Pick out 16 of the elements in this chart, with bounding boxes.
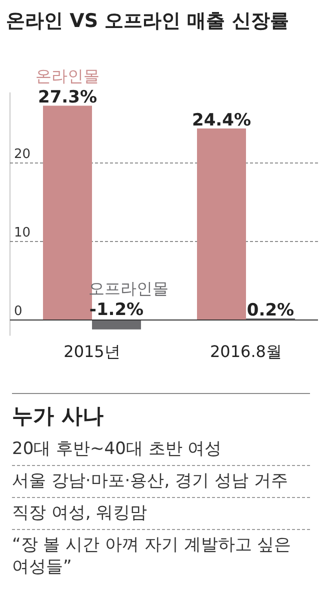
x-tick-label: 2015년 — [64, 342, 120, 361]
text: 직장 여성, 워킹맘 — [12, 498, 310, 530]
text: “장 볼 시간 아껴 자기 계발하고 싶은 여성들” — [12, 534, 292, 580]
data-label: 24.4% — [192, 110, 251, 130]
y-tick-label: 20 — [14, 147, 31, 162]
data-label: -1.2% — [89, 300, 144, 320]
y-tick-label: 10 — [14, 226, 31, 240]
data-label: 27.3% — [38, 88, 97, 108]
series-label: 온라인몰 — [36, 66, 100, 86]
chart-title: 온라인 VS 오프라인 매출 신장률 — [6, 10, 289, 32]
x-tick-label: 2016.8월 — [210, 342, 282, 361]
text: 서울 강남·마포·용산, 경기 성남 거주 — [12, 466, 310, 498]
text: 누가 사나 — [12, 403, 104, 430]
data-label: 0.2% — [246, 300, 294, 320]
y-tick-label: 0 — [14, 304, 22, 319]
text: 20대 후반~40대 초반 여성 — [12, 434, 310, 466]
